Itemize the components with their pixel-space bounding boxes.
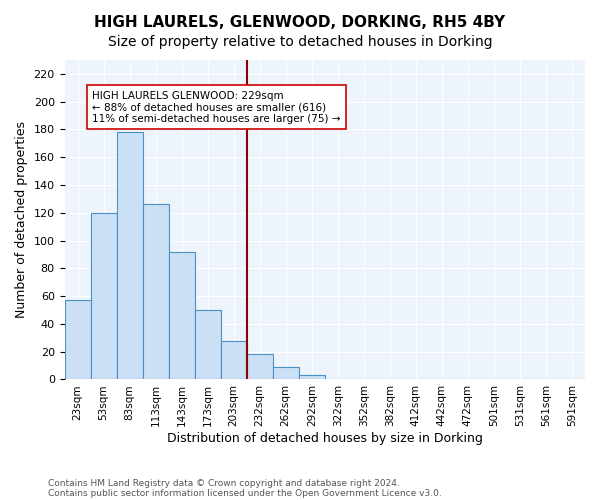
Bar [143,204,169,380]
Bar [299,376,325,380]
Bar [247,354,273,380]
Bar [169,252,194,380]
Bar [273,367,299,380]
Text: Contains HM Land Registry data © Crown copyright and database right 2024.: Contains HM Land Registry data © Crown c… [48,478,400,488]
Bar [65,300,91,380]
Text: HIGH LAURELS, GLENWOOD, DORKING, RH5 4BY: HIGH LAURELS, GLENWOOD, DORKING, RH5 4BY [94,15,506,30]
Bar [116,132,143,380]
Bar [91,213,116,380]
Text: Size of property relative to detached houses in Dorking: Size of property relative to detached ho… [107,35,493,49]
Bar [194,310,221,380]
X-axis label: Distribution of detached houses by size in Dorking: Distribution of detached houses by size … [167,432,483,445]
Text: Contains public sector information licensed under the Open Government Licence v3: Contains public sector information licen… [48,488,442,498]
Bar [221,340,247,380]
Text: HIGH LAURELS GLENWOOD: 229sqm
← 88% of detached houses are smaller (616)
11% of : HIGH LAURELS GLENWOOD: 229sqm ← 88% of d… [92,90,340,124]
Y-axis label: Number of detached properties: Number of detached properties [15,121,28,318]
